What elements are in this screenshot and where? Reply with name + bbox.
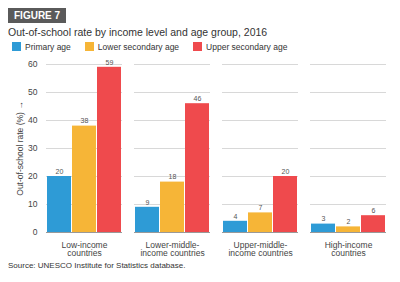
svg-text:30: 30: [28, 143, 38, 153]
html-text:FIGURE 7: FIGURE 7: [14, 10, 61, 21]
svg-text:Lower-middle-income countries: Lower-middle-income countries: [140, 240, 204, 259]
svg-text:Out-of-school rate (%) →: Out-of-school rate (%) →: [15, 101, 25, 195]
svg-text:40: 40: [28, 115, 38, 125]
svg-text:20: 20: [282, 168, 290, 175]
html-text:Upper secondary age: Upper secondary age: [206, 42, 288, 52]
svg-text:46: 46: [194, 95, 202, 102]
svg-text:0: 0: [33, 227, 38, 237]
svg-text:20: 20: [28, 171, 38, 181]
svg-text:9: 9: [146, 199, 150, 206]
svg-text:60: 60: [28, 59, 38, 69]
svg-text:50: 50: [28, 87, 38, 97]
svg-text:20: 20: [56, 168, 64, 175]
svg-text:3: 3: [322, 215, 326, 222]
svg-text:59: 59: [106, 59, 114, 66]
svg-text:Upper-middle-income countries: Upper-middle-income countries: [228, 240, 292, 259]
html-text:Primary age: Primary age: [25, 42, 71, 52]
svg-text:38: 38: [81, 117, 89, 124]
svg-text:7: 7: [259, 204, 263, 211]
svg-text:10: 10: [28, 199, 38, 209]
svg-text:Low-incomecountries: Low-incomecountries: [62, 240, 108, 259]
svg-text:18: 18: [169, 173, 177, 180]
html-text:Lower secondary age: Lower secondary age: [97, 42, 180, 52]
svg-text:4: 4: [234, 213, 238, 220]
svg-text:6: 6: [372, 207, 376, 214]
svg-text:2: 2: [347, 218, 351, 225]
html-text:Out-of-school rate by income l: Out-of-school rate by income level and a…: [8, 26, 268, 38]
html-text:Source: UNESCO Institute for S: Source: UNESCO Institute for Statistics …: [8, 261, 186, 270]
svg-text:High-incomecountries: High-incomecountries: [325, 240, 373, 259]
